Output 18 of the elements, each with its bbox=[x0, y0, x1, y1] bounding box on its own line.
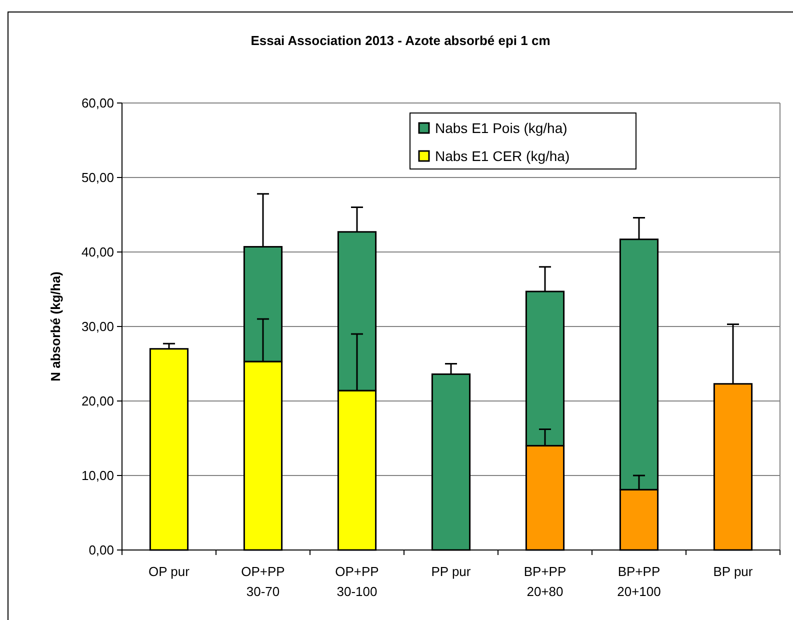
y-tick-label: 30,00 bbox=[81, 319, 114, 334]
legend-label: Nabs E1 CER (kg/ha) bbox=[435, 148, 570, 164]
x-tick-label: PP pur bbox=[431, 564, 472, 579]
chart-title: Essai Association 2013 - Azote absorbé epi 1 cm bbox=[250, 33, 550, 48]
y-axis-title: N absorbé (kg/ha) bbox=[48, 272, 63, 382]
x-tick-label: BP pur bbox=[713, 564, 754, 579]
x-tick-label: BP+PP 20+100 bbox=[617, 564, 661, 599]
y-tick-label: 60,00 bbox=[81, 96, 114, 111]
legend-label: Nabs E1 Pois (kg/ha) bbox=[435, 120, 568, 136]
y-tick-label: 20,00 bbox=[81, 394, 114, 409]
y-tick-label: 0,00 bbox=[88, 542, 114, 558]
x-tick-label: OP+PP 30-70 bbox=[241, 564, 285, 599]
y-tick-label: 40,00 bbox=[81, 244, 114, 260]
x-tick-label: BP+PP 20+80 bbox=[524, 564, 566, 599]
y-tick-label: 50,00 bbox=[81, 170, 114, 186]
x-tick-label: OP+PP 30-100 bbox=[335, 564, 379, 599]
x-tick-label: OP pur bbox=[148, 564, 190, 579]
y-tick-label: 10,00 bbox=[81, 468, 114, 484]
